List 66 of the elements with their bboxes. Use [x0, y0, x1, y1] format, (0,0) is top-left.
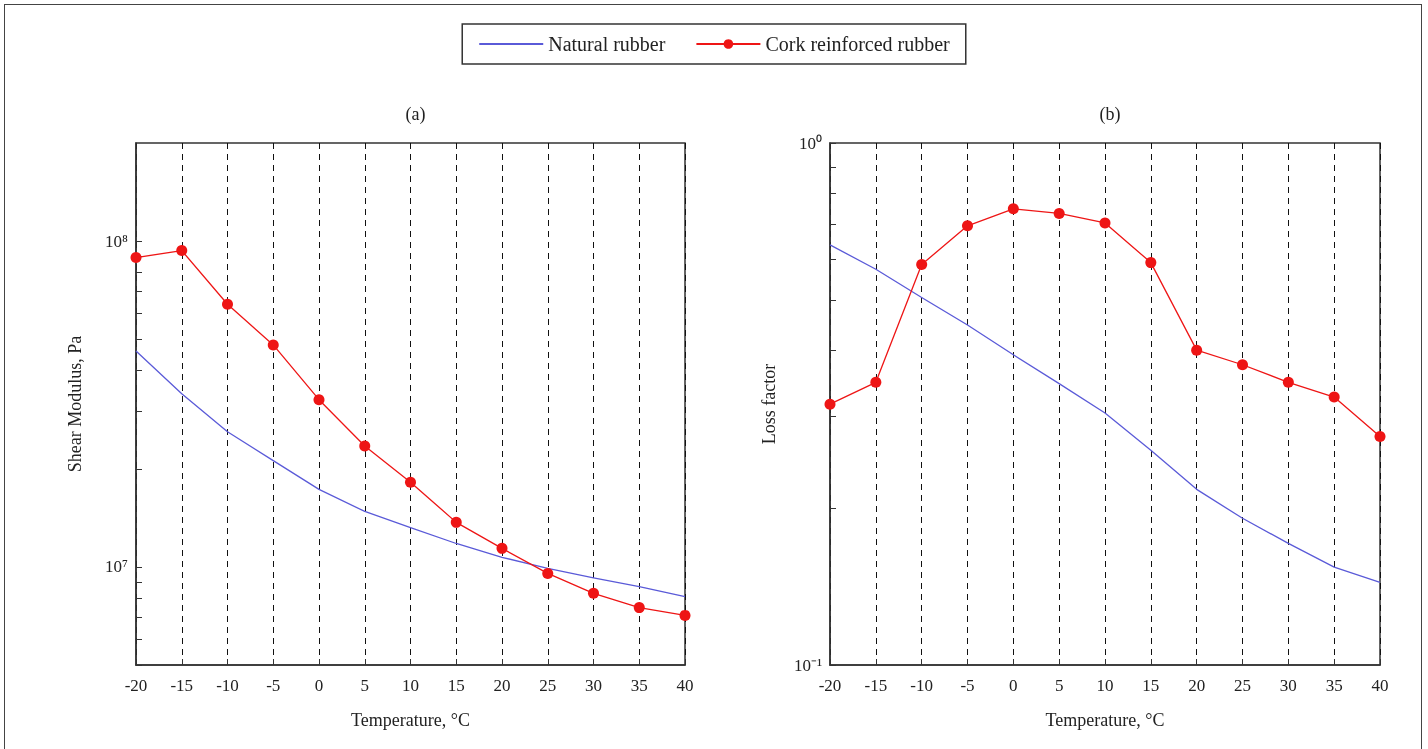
x-tick-label: -10 — [216, 676, 239, 695]
point — [962, 220, 973, 232]
x-tick-label: 40 — [1371, 676, 1389, 695]
x-tick-label: 15 — [1142, 676, 1160, 695]
x-tick-label: 10 — [402, 676, 419, 695]
x-tick-label: 25 — [1234, 676, 1251, 695]
chart-title: (b) — [1099, 104, 1121, 125]
x-tick-label: 10 — [1096, 676, 1114, 695]
x-tick-label: -5 — [266, 676, 281, 695]
x-tick-label: 30 — [1279, 676, 1297, 695]
x-tick-label: 5 — [1054, 676, 1064, 695]
x-tick-label: 0 — [1009, 676, 1018, 695]
y-axis-title: Shear Modulus, Pa — [65, 335, 85, 473]
y-tick-label: 10⁸ — [105, 231, 129, 251]
point — [1007, 203, 1019, 215]
line-series — [829, 244, 1381, 583]
point — [870, 376, 882, 388]
x-tick-label: -10 — [910, 676, 933, 695]
point — [222, 298, 233, 310]
point — [450, 516, 462, 528]
x-axis-title: Temperature, °C — [351, 710, 470, 730]
point — [130, 252, 142, 264]
x-tick-label: -20 — [818, 676, 842, 695]
x-tick-label: 30 — [585, 676, 602, 695]
point — [1328, 391, 1340, 403]
x-tick-label: -15 — [170, 676, 194, 695]
point — [542, 567, 554, 579]
point — [916, 259, 928, 271]
x-tick-label: 35 — [1325, 676, 1343, 695]
point — [588, 587, 599, 599]
point — [1282, 376, 1294, 388]
x-tick-label: 20 — [493, 676, 511, 695]
point — [405, 476, 416, 488]
x-tick-label: 25 — [539, 676, 557, 695]
y-tick-label: 10⁻¹ — [793, 655, 822, 675]
point — [824, 398, 836, 410]
point — [1237, 359, 1248, 371]
point — [1099, 217, 1111, 229]
point — [679, 609, 691, 621]
point — [267, 339, 279, 351]
x-tick-label: 20 — [1188, 676, 1206, 695]
point — [1145, 257, 1157, 269]
y-tick-label: 10⁷ — [105, 557, 129, 577]
x-tick-label: -5 — [960, 676, 975, 695]
x-tick-label: 0 — [314, 676, 324, 695]
legend-label: Cork reinforced rubber — [765, 33, 951, 55]
point — [496, 542, 508, 554]
point — [1053, 207, 1065, 219]
legend-label: Natural rubber — [548, 33, 666, 55]
point — [359, 440, 371, 452]
x-tick-label: 40 — [676, 676, 694, 695]
point — [313, 394, 325, 406]
point — [633, 602, 645, 614]
point — [176, 245, 188, 257]
x-tick-label: -20 — [124, 676, 148, 695]
y-axis-title: Loss factor — [759, 363, 779, 445]
x-axis-title: Temperature, °C — [1045, 710, 1165, 730]
x-tick-label: 35 — [630, 676, 648, 695]
chart-title: (a) — [405, 104, 426, 125]
line-series — [135, 350, 686, 598]
y-tick-label: 10⁰ — [799, 133, 822, 153]
x-tick-label: 15 — [447, 676, 465, 695]
x-tick-label: 5 — [360, 676, 369, 695]
point — [1374, 431, 1386, 442]
x-tick-label: -15 — [864, 676, 888, 695]
point — [1191, 344, 1203, 356]
